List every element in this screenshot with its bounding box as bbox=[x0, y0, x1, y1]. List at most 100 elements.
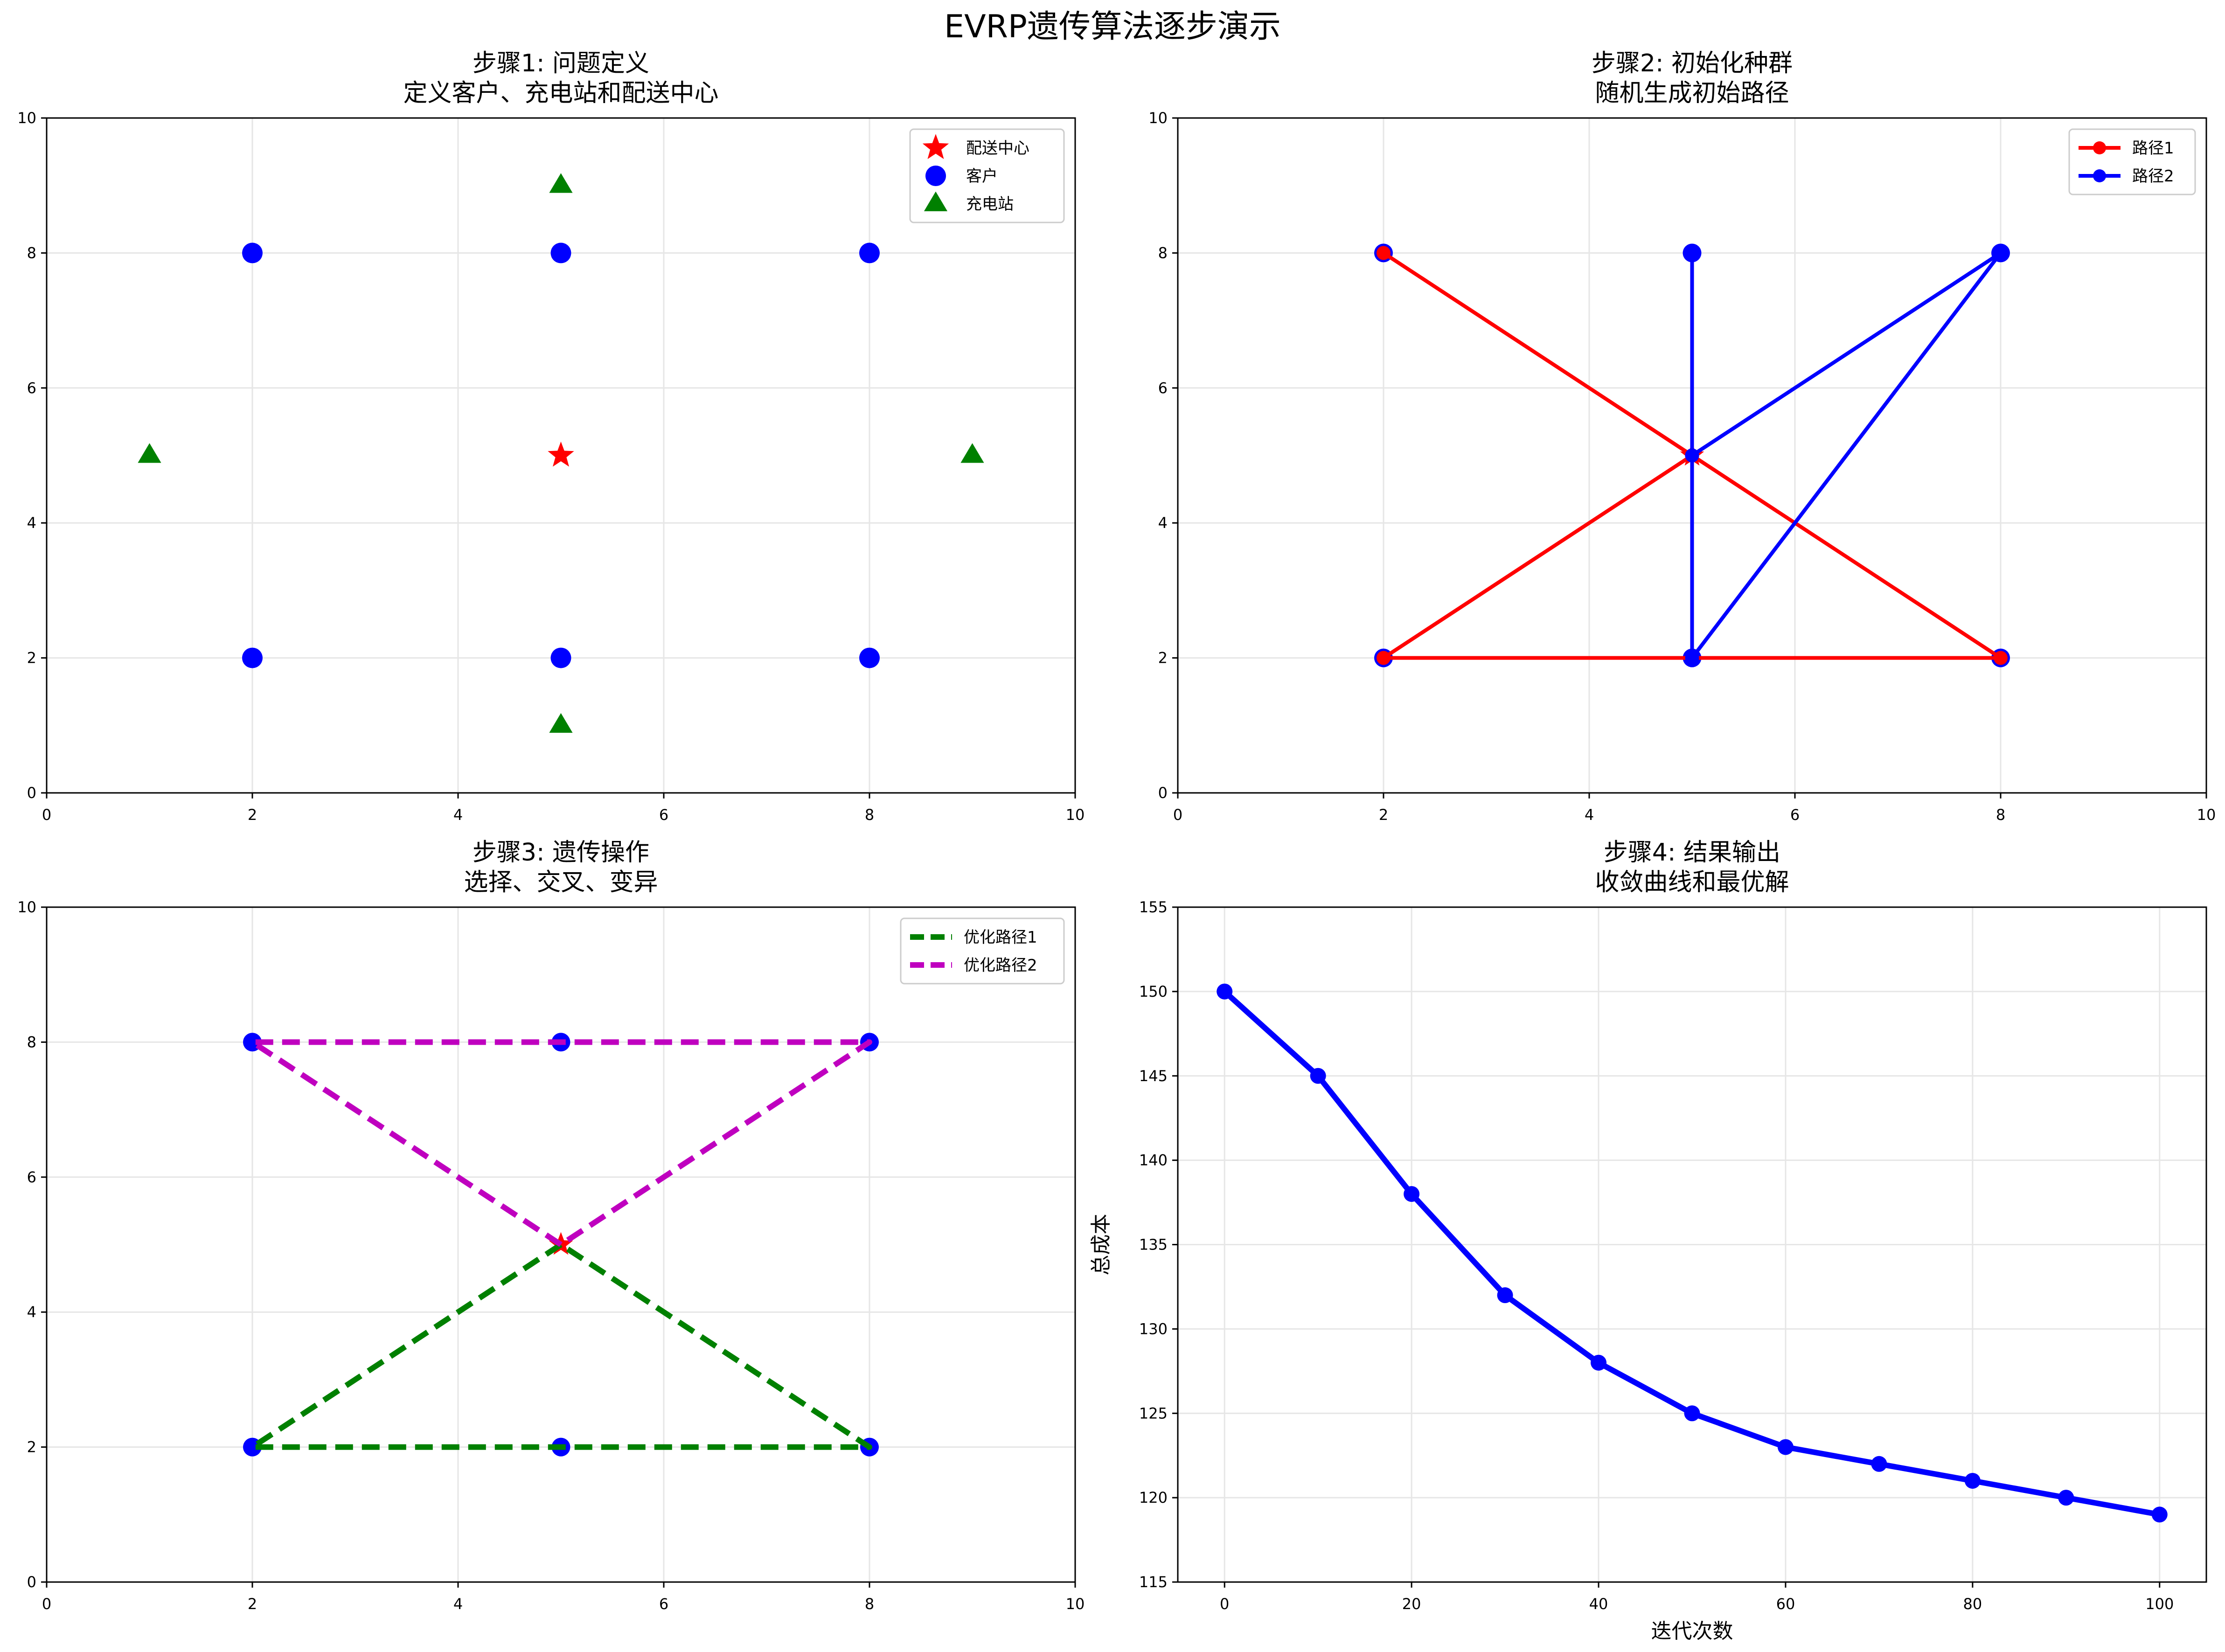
series-point bbox=[1684, 1405, 1700, 1422]
legend-item: 配送中心 bbox=[922, 134, 1029, 159]
legend: 优化路径1 优化路径2 bbox=[900, 917, 1065, 985]
legend-label: 客户 bbox=[966, 167, 998, 186]
x-tick-label: 2 bbox=[248, 806, 257, 824]
series-point bbox=[1377, 651, 1391, 665]
chart-title: 随机生成初始路径 bbox=[1595, 79, 1789, 107]
series-point bbox=[1685, 448, 1699, 463]
x-tick-label: 4 bbox=[453, 806, 463, 824]
point-marker bbox=[960, 443, 984, 463]
y-tick-label: 10 bbox=[1148, 109, 1168, 127]
x-tick-label: 60 bbox=[1776, 1595, 1795, 1613]
series-point bbox=[2058, 1490, 2074, 1506]
y-tick-label: 135 bbox=[1139, 1236, 1168, 1254]
point-marker bbox=[859, 647, 880, 668]
series-line bbox=[250, 1242, 872, 1450]
x-tick-label: 10 bbox=[1066, 806, 1085, 824]
chart-title: 步骤1: 问题定义 bbox=[473, 49, 649, 77]
series-point bbox=[1964, 1472, 1981, 1489]
chart-title: 选择、交叉、变异 bbox=[464, 868, 658, 896]
axes-frame bbox=[1177, 906, 2207, 1583]
series-point bbox=[1871, 1456, 1887, 1472]
point-marker bbox=[550, 647, 571, 668]
legend-item: 优化路径2 bbox=[910, 956, 1037, 975]
legend-item: 路径2 bbox=[2079, 167, 2174, 186]
x-tick-label: 8 bbox=[865, 806, 874, 824]
y-tick-label: 0 bbox=[27, 1573, 36, 1591]
y-axis-label: 总成本 bbox=[1089, 1214, 1113, 1276]
x-tick-label: 0 bbox=[42, 806, 51, 824]
x-tick-label: 4 bbox=[1585, 806, 1594, 824]
legend-box bbox=[909, 128, 1065, 223]
axes-frame bbox=[1177, 117, 2207, 794]
y-tick-label: 0 bbox=[27, 784, 36, 802]
chart-title: 步骤2: 初始化种群 bbox=[1592, 49, 1793, 77]
x-tick-label: 80 bbox=[1963, 1595, 1982, 1613]
axes-frame bbox=[46, 117, 1076, 794]
series-point bbox=[1591, 1354, 1607, 1371]
x-tick-label: 2 bbox=[248, 1595, 257, 1613]
legend-marker bbox=[922, 134, 949, 159]
y-tick-label: 8 bbox=[1158, 244, 1168, 262]
x-tick-label: 8 bbox=[1996, 806, 2005, 824]
series-point bbox=[1994, 246, 2008, 260]
series-line bbox=[1690, 251, 2002, 660]
y-tick-label: 4 bbox=[27, 1303, 36, 1321]
y-tick-label: 2 bbox=[27, 1438, 36, 1456]
subplot-1: 0 2 4 6 8 10 0 2 4 6 8 10 步骤1: 问题定义定义客户、充电站和配送中心配送中心… bbox=[17, 49, 1085, 824]
legend-label: 配送中心 bbox=[966, 139, 1029, 158]
x-tick-label: 10 bbox=[1066, 1595, 1085, 1613]
x-tick-label: 0 bbox=[1173, 806, 1182, 824]
point-marker bbox=[549, 173, 573, 193]
point-marker bbox=[242, 647, 263, 668]
series-point bbox=[1994, 651, 2008, 665]
point-marker bbox=[549, 713, 573, 733]
y-tick-label: 115 bbox=[1139, 1573, 1168, 1591]
x-tick-label: 20 bbox=[1402, 1595, 1421, 1613]
x-tick-label: 2 bbox=[1379, 806, 1388, 824]
y-tick-label: 155 bbox=[1139, 898, 1168, 916]
y-tick-label: 6 bbox=[27, 379, 36, 397]
series-point bbox=[1217, 983, 1233, 1000]
x-tick-label: 0 bbox=[42, 1595, 51, 1613]
y-tick-label: 0 bbox=[1158, 784, 1168, 802]
axes-frame bbox=[46, 906, 1076, 1583]
y-tick-label: 6 bbox=[1158, 379, 1168, 397]
x-tick-label: 6 bbox=[659, 806, 668, 824]
series-line bbox=[250, 1039, 872, 1247]
legend-label: 优化路径2 bbox=[964, 956, 1037, 975]
series-point bbox=[1404, 1186, 1420, 1202]
chart-title: 步骤4: 结果输出 bbox=[1604, 839, 1780, 867]
legend-item: 路径1 bbox=[2079, 139, 2174, 158]
y-tick-label: 2 bbox=[1158, 649, 1168, 667]
series-point bbox=[1310, 1068, 1326, 1084]
point-marker bbox=[242, 243, 263, 264]
y-tick-label: 8 bbox=[27, 244, 36, 262]
legend-item: 充电站 bbox=[924, 191, 1014, 214]
x-axis-label: 迭代次数 bbox=[1651, 1619, 1733, 1643]
chart-title: 收敛曲线和最优解 bbox=[1595, 868, 1789, 896]
legend-marker bbox=[924, 191, 948, 211]
figure-title: EVRP遗传算法逐步演示 bbox=[944, 8, 1281, 45]
legend-label: 优化路径1 bbox=[964, 928, 1037, 947]
series-point bbox=[1777, 1439, 1794, 1455]
legend-label: 充电站 bbox=[966, 195, 1014, 214]
x-tick-label: 100 bbox=[2145, 1595, 2174, 1613]
legend-marker bbox=[2093, 141, 2106, 154]
legend-item: 客户 bbox=[925, 166, 998, 186]
y-tick-label: 130 bbox=[1139, 1320, 1168, 1338]
x-tick-label: 6 bbox=[659, 1595, 668, 1613]
series-point bbox=[1377, 246, 1391, 260]
series-point bbox=[1497, 1287, 1513, 1304]
y-tick-label: 2 bbox=[27, 649, 36, 667]
y-tick-label: 6 bbox=[27, 1168, 36, 1186]
y-tick-label: 140 bbox=[1139, 1152, 1168, 1169]
legend-label: 路径2 bbox=[2132, 167, 2174, 186]
x-tick-label: 0 bbox=[1220, 1595, 1229, 1613]
x-tick-label: 40 bbox=[1589, 1595, 1608, 1613]
y-tick-label: 4 bbox=[27, 514, 36, 532]
y-tick-label: 125 bbox=[1139, 1404, 1168, 1422]
